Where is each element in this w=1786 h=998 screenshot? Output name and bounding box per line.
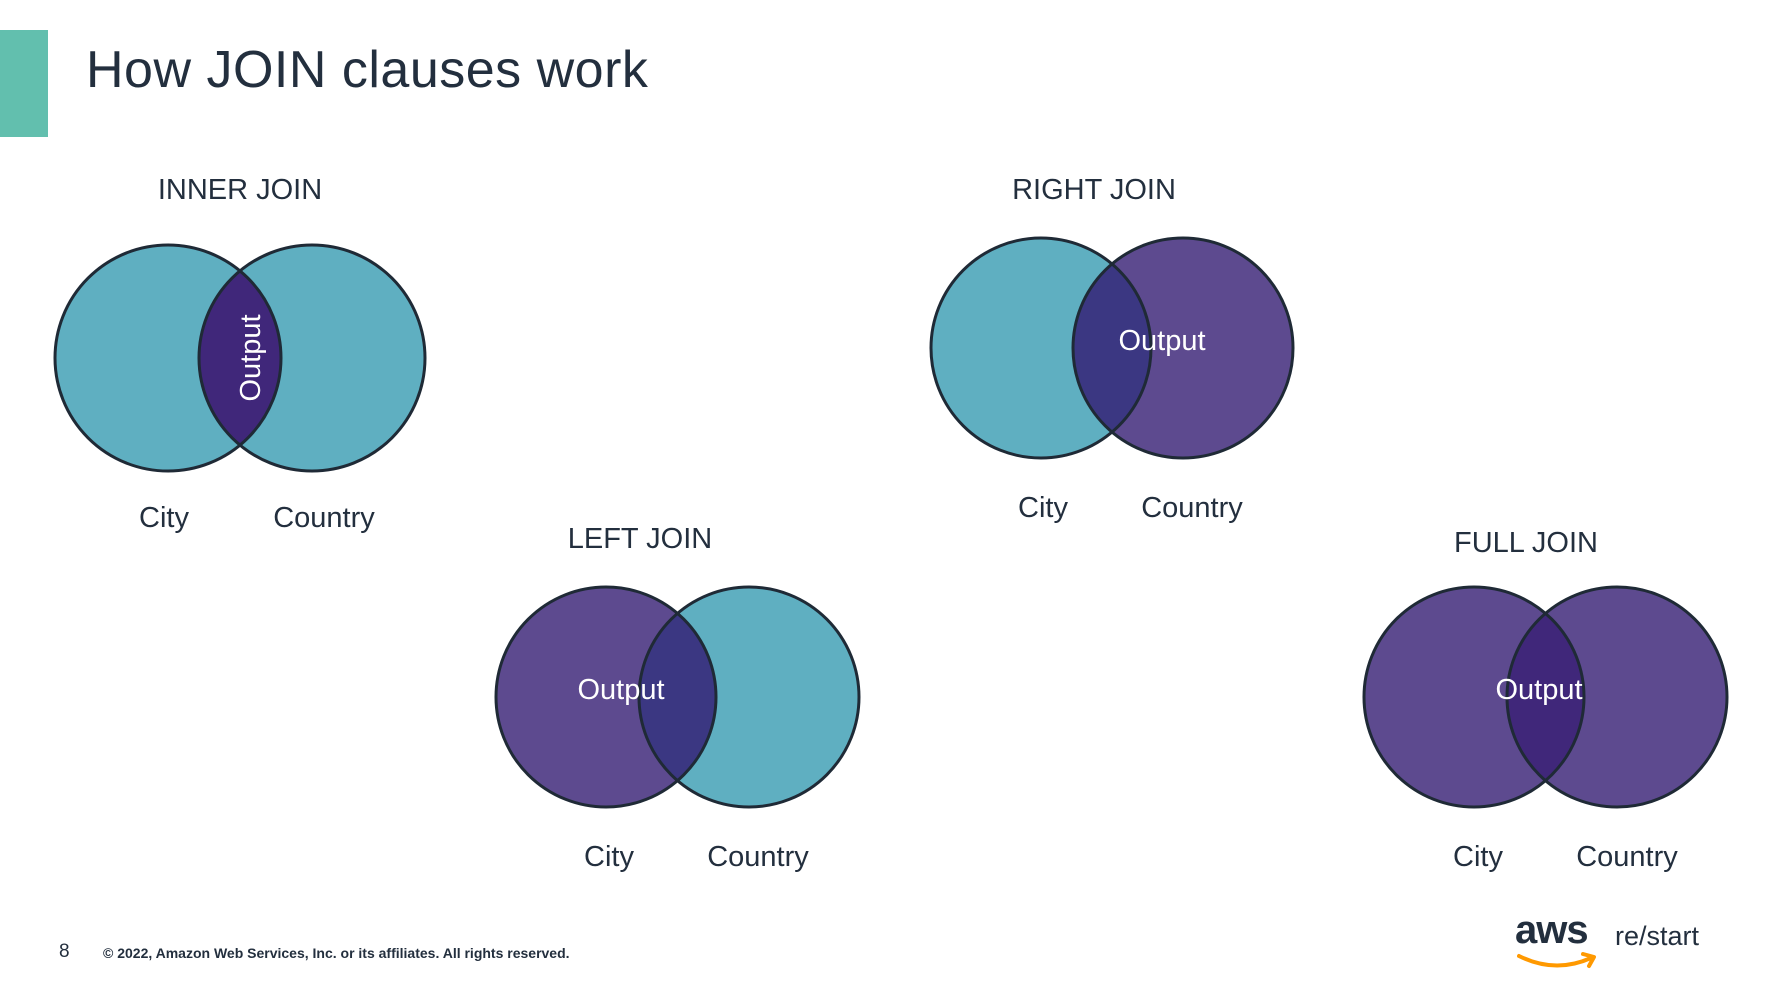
left-join-overlap bbox=[639, 587, 716, 807]
left-join-title: LEFT JOIN bbox=[568, 523, 713, 555]
restart-wordmark: re/start bbox=[1615, 921, 1700, 951]
right-join-overlap bbox=[1073, 238, 1151, 458]
left-join-country-outline bbox=[637, 585, 861, 809]
full-join-city-outline bbox=[1362, 585, 1586, 809]
right-join-output-label: Output bbox=[1118, 325, 1205, 357]
right-join-country-outline bbox=[1071, 236, 1295, 460]
left-join-output-label: Output bbox=[577, 674, 664, 706]
right-join-title: RIGHT JOIN bbox=[1012, 174, 1176, 206]
right-join-city-outline bbox=[929, 236, 1153, 460]
left-join-city-outline bbox=[494, 585, 718, 809]
full-join-city-label: City bbox=[1453, 841, 1503, 873]
inner-join-city-outline bbox=[53, 243, 283, 473]
aws-wordmark: aws bbox=[1515, 908, 1589, 952]
full-join-country-outline bbox=[1505, 585, 1729, 809]
left-join-country-label: Country bbox=[707, 841, 809, 873]
right-join-group: RIGHT JOIN Output City Country bbox=[929, 174, 1295, 524]
left-join-city-label: City bbox=[584, 841, 634, 873]
full-join-output-label: Output bbox=[1495, 674, 1582, 706]
inner-join-output-label: Output bbox=[235, 314, 267, 401]
right-join-country-label: Country bbox=[1141, 492, 1243, 524]
title-accent-bar bbox=[0, 30, 48, 137]
full-join-overlap bbox=[1507, 587, 1584, 807]
aws-restart-logo: aws re/start bbox=[1515, 908, 1715, 978]
aws-smile-icon bbox=[1517, 952, 1596, 968]
right-join-city-label: City bbox=[1018, 492, 1068, 524]
inner-join-overlap bbox=[199, 245, 281, 471]
full-join-title: FULL JOIN bbox=[1454, 527, 1598, 559]
slide-title: How JOIN clauses work bbox=[86, 41, 649, 99]
page-number: 8 bbox=[59, 941, 70, 962]
left-join-group: LEFT JOIN Output City Country bbox=[494, 523, 861, 873]
inner-join-country-outline bbox=[197, 243, 427, 473]
full-join-group: FULL JOIN Output City Country bbox=[1362, 527, 1729, 873]
full-join-country-label: Country bbox=[1576, 841, 1678, 873]
inner-join-country-label: Country bbox=[273, 502, 375, 534]
copyright-notice: © 2022, Amazon Web Services, Inc. or its… bbox=[103, 945, 570, 961]
inner-join-city-label: City bbox=[139, 502, 189, 534]
inner-join-title: INNER JOIN bbox=[158, 174, 322, 206]
inner-join-group: INNER JOIN Output City Country bbox=[53, 174, 427, 534]
